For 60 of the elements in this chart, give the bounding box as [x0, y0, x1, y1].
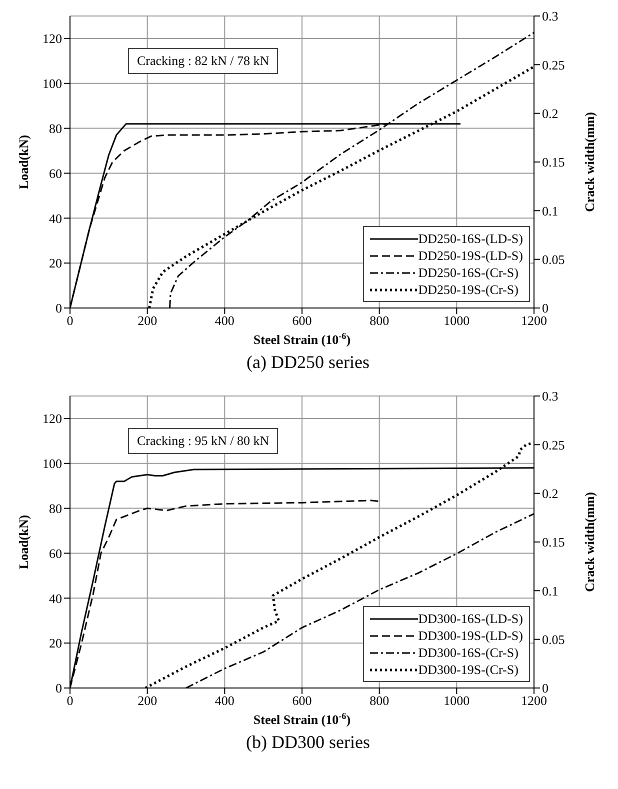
y2-tick-label: 0.05 — [542, 252, 565, 267]
x-tick-label: 0 — [66, 313, 74, 328]
legend-label: DD300-19S-(Cr-S) — [418, 662, 518, 678]
legend-label: DD300-19S-(LD-S) — [418, 628, 523, 644]
y-tick-label: 0 — [56, 300, 62, 316]
x-tick-label: 600 — [292, 693, 312, 708]
y-tick-label: 0 — [56, 680, 62, 696]
legend-label: DD300-16S-(LD-S) — [418, 610, 523, 626]
y2-axis-title: Crack width(mm) — [582, 492, 597, 592]
y2-tick-label: 0.1 — [542, 583, 558, 598]
x-axis-title: Steel Strain (10$^{-6}$) — [253, 331, 351, 347]
legend-label: DD250-19S-(Cr-S) — [418, 282, 518, 298]
legend-label: DD250-19S-(LD-S) — [418, 248, 523, 264]
y-tick-label: 100 — [42, 456, 62, 471]
y-tick-label: 60 — [49, 166, 62, 181]
y2-tick-label: 0.25 — [542, 437, 565, 452]
y-tick-label: 80 — [49, 120, 62, 136]
text: (a) DD250 series — [246, 352, 370, 373]
y-axis-title: Load(kN) — [16, 514, 31, 570]
y2-tick-label: 0.05 — [542, 632, 565, 647]
x-tick-label: 400 — [214, 313, 234, 328]
text: (b) DD300 series — [245, 732, 371, 753]
x-tick-label: 1200 — [521, 693, 547, 708]
x-tick-label: 800 — [370, 313, 390, 328]
y-tick-label: 40 — [49, 590, 62, 606]
x-tick-label: 0 — [66, 693, 74, 708]
legend-label: DD250-16S-(LD-S) — [418, 230, 523, 246]
x-tick-label: 200 — [138, 313, 158, 328]
x-tick-label: 600 — [292, 313, 312, 328]
x-axis-title: Steel Strain (10$^{-6}$) — [253, 711, 351, 727]
y2-tick-label: 0.3 — [542, 388, 558, 404]
x-tick-label: 200 — [138, 693, 158, 708]
legend-label: DD250-16S-(Cr-S) — [418, 264, 518, 280]
x-tick-label: 1000 — [444, 313, 470, 328]
y-tick-label: 80 — [49, 500, 62, 516]
y2-axis-title: Crack width(mm) — [582, 112, 597, 212]
y-tick-label: 40 — [49, 210, 62, 226]
y2-tick-label: 0.3 — [542, 8, 558, 24]
annotation: Cracking : 95 kN / 80 kN — [128, 428, 278, 454]
y2-tick-label: 0.2 — [542, 486, 558, 501]
annotation: Cracking : 82 kN / 78 kN — [128, 48, 278, 74]
y-tick-label: 120 — [42, 411, 62, 426]
y2-tick-label: 0 — [542, 300, 548, 316]
y2-tick-label: 0.1 — [542, 203, 558, 218]
y-tick-label: 120 — [42, 31, 62, 46]
x-tick-label: 1200 — [521, 313, 547, 328]
x-tick-label: 400 — [214, 693, 234, 708]
y2-tick-label: 0.15 — [542, 534, 565, 550]
y2-tick-label: 0.15 — [542, 154, 565, 170]
y2-tick-label: 0.2 — [542, 106, 558, 121]
y2-tick-label: 0 — [542, 680, 548, 696]
legend-label: DD300-16S-(Cr-S) — [418, 644, 518, 660]
x-tick-label: 800 — [370, 693, 390, 708]
y-tick-label: 20 — [49, 256, 62, 271]
y-tick-label: 100 — [42, 76, 62, 91]
y-tick-label: 60 — [49, 546, 62, 561]
x-tick-label: 1000 — [444, 693, 470, 708]
y2-tick-label: 0.25 — [542, 57, 565, 72]
y-axis-title: Load(kN) — [16, 134, 31, 190]
y-tick-label: 20 — [49, 636, 62, 651]
